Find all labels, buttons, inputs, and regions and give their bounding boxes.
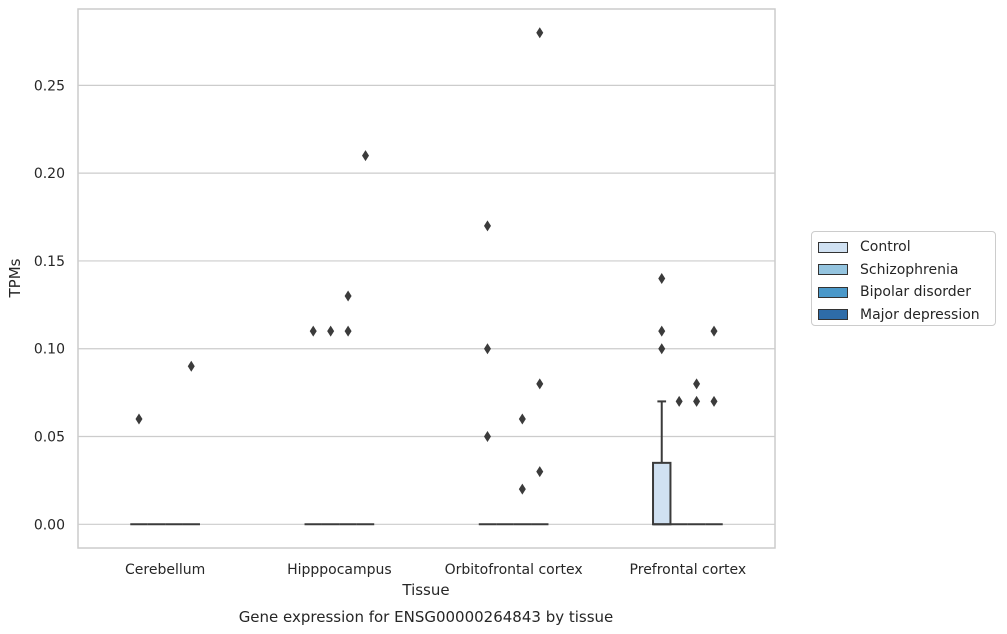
legend-label: Major depression bbox=[860, 306, 980, 323]
legend-swatch bbox=[818, 286, 848, 298]
outlier-point bbox=[483, 431, 491, 443]
plot-area-frame bbox=[77, 8, 776, 549]
outlier-point bbox=[693, 395, 701, 407]
x-tick-label: Cerebellum bbox=[125, 562, 205, 578]
legend-label: Schizophrenia bbox=[860, 261, 959, 278]
box-body bbox=[652, 461, 672, 526]
legend-item: Bipolar disorder bbox=[818, 281, 995, 304]
outlier-point bbox=[675, 395, 683, 407]
outlier-point bbox=[327, 325, 335, 337]
outlier-points bbox=[135, 27, 718, 495]
outlier-point bbox=[710, 325, 718, 337]
outlier-point bbox=[309, 325, 317, 337]
legend-item: Schizophrenia bbox=[818, 259, 995, 282]
x-tick-label: Hipppocampus bbox=[287, 562, 392, 578]
outlier-point bbox=[518, 413, 526, 425]
outlier-point bbox=[362, 150, 370, 162]
outlier-point bbox=[344, 325, 352, 337]
outlier-point bbox=[483, 343, 491, 355]
legend-label: Bipolar disorder bbox=[860, 284, 972, 301]
outlier-point bbox=[518, 483, 526, 495]
outlier-point bbox=[536, 378, 544, 390]
y-axis-title: TPMs bbox=[6, 258, 24, 298]
legend-swatch bbox=[818, 264, 848, 276]
x-tick-labels: Cerebellum Hipppocampus Orbitofrontal cort… bbox=[125, 562, 746, 578]
boxes bbox=[130, 400, 723, 526]
outlier-point bbox=[710, 395, 718, 407]
legend-swatch bbox=[818, 309, 848, 321]
outlier-point bbox=[344, 290, 352, 302]
outlier-point bbox=[536, 466, 544, 478]
legend-swatch bbox=[818, 241, 848, 253]
y-tick-label: 0.20 bbox=[34, 166, 65, 182]
x-tick-label: Orbitofrontal cortex bbox=[445, 562, 583, 578]
outlier-point bbox=[658, 273, 666, 284]
y-tick-label: 0.15 bbox=[34, 254, 65, 270]
x-axis-title: Tissue bbox=[401, 581, 449, 599]
grid-lines bbox=[78, 84, 775, 525]
outlier-point bbox=[658, 343, 666, 355]
outlier-point bbox=[536, 27, 544, 39]
y-tick-label: 0.05 bbox=[34, 430, 65, 446]
outlier-point bbox=[135, 413, 143, 425]
legend-label: Control bbox=[860, 239, 911, 256]
legend-item: Control bbox=[818, 236, 995, 259]
y-tick-labels: 0.00 0.05 0.10 0.15 0.20 0.25 bbox=[34, 78, 65, 533]
outlier-point bbox=[693, 378, 701, 390]
y-tick-label: 0.10 bbox=[34, 342, 65, 358]
outlier-point bbox=[187, 360, 195, 372]
x-tick-label: Prefrontal cortex bbox=[630, 562, 747, 578]
outlier-point bbox=[658, 325, 666, 337]
chart-title: Gene expression for ENSG00000264843 by t… bbox=[239, 608, 614, 626]
y-tick-label: 0.25 bbox=[34, 78, 65, 94]
legend: Control Schizophrenia Bipolar disorder Majo… bbox=[811, 231, 996, 326]
outlier-point bbox=[483, 220, 491, 232]
legend-item: Major depression bbox=[818, 304, 995, 327]
box-control bbox=[652, 400, 672, 526]
y-tick-label: 0.00 bbox=[34, 517, 65, 533]
